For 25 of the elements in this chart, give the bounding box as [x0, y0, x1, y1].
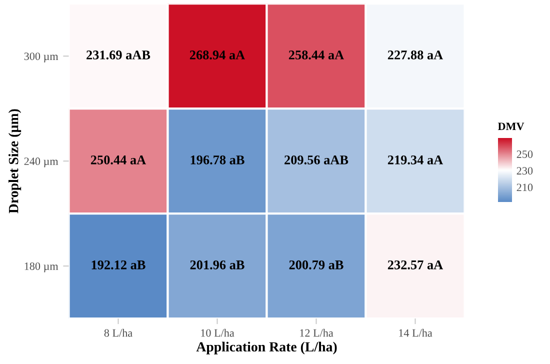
color-bar-label: 230	[516, 167, 533, 175]
data-label: 192.12 aB	[92, 260, 146, 270]
data-label: 250.44 aA	[90, 155, 146, 164]
x-tick-label: 12 L/ha	[300, 328, 334, 337]
data-label: 231.69 aAB	[86, 50, 150, 60]
x-axis-title: Application Rate (L/ha)	[196, 342, 337, 354]
data-label: 268.94 aA	[190, 50, 246, 60]
color-bar-label: 210	[516, 184, 533, 192]
x-tick-label: 8 L/ha	[104, 328, 132, 337]
color-bar-label: 250	[516, 150, 533, 158]
y-tick-label: 180 µm	[24, 262, 58, 272]
y-tick-label: 300 µm	[24, 52, 58, 62]
data-label: 219.34 aA	[388, 156, 444, 164]
data-label: 200.79 aB	[289, 260, 344, 270]
data-label: 232.57 aA	[388, 260, 444, 270]
data-label: 209.56 aAB	[284, 155, 348, 164]
y-tick-label: 240 µm	[24, 158, 58, 168]
data-label: 227.88 aA	[388, 50, 444, 60]
data-label: 196.78 aB	[190, 155, 244, 164]
data-label: 258.44 aA	[288, 50, 344, 60]
data-label: 201.96 aB	[190, 260, 244, 270]
y-axis-title: Droplet Size (µm)	[8, 109, 22, 214]
color-bar-title: DMV	[498, 122, 524, 130]
x-tick-label: 14 L/ha	[399, 328, 432, 337]
x-tick-label: 10 L/ha	[201, 328, 234, 337]
